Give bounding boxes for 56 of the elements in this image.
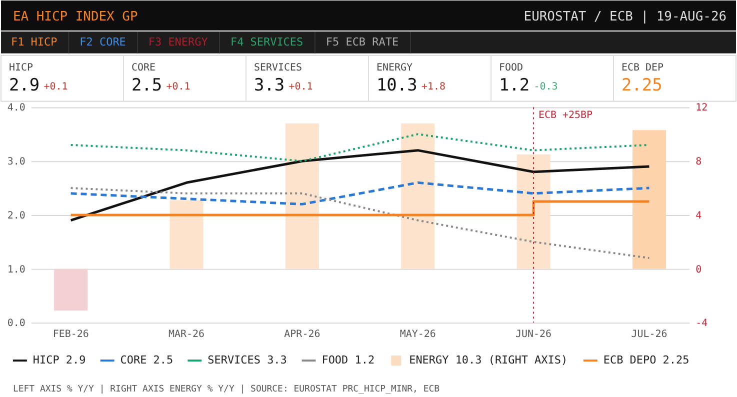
y2-tick-label: 8 — [696, 156, 702, 168]
chart-title: EA HICP INDEX GP — [12, 9, 138, 24]
line-series — [70, 187, 650, 260]
legend-label: ECB DEPO 2.25 — [603, 354, 690, 367]
text: F3 ENERGY — [148, 35, 208, 48]
y-tick-label: 2.0 — [7, 210, 26, 222]
text: F2 CORE — [80, 35, 126, 48]
text: FOOD — [498, 62, 523, 74]
y-tick-label: 1.0 — [7, 264, 26, 276]
text: CORE — [131, 62, 156, 74]
y2-tick-label: 12 — [696, 102, 708, 114]
text: 3.3 — [254, 74, 285, 94]
text: F5 ECB RATE — [326, 35, 399, 48]
y2-tick-label: 4 — [696, 210, 702, 222]
text: F1 HICP — [10, 35, 58, 48]
text: 10.3 — [376, 74, 418, 94]
x-tick-label: JUL-26 — [631, 329, 668, 340]
legend-label: ENERGY 10.3 (RIGHT AXIS) — [409, 354, 568, 367]
bar — [54, 268, 88, 311]
y-tick-label: 3.0 — [7, 156, 26, 168]
y2-tick-label: 0 — [696, 264, 702, 276]
x-tick-label: APR-26 — [284, 329, 320, 340]
bar — [285, 123, 319, 269]
x-tick-label: JUN-26 — [516, 329, 552, 340]
text: +0.1 — [166, 81, 190, 92]
text: LEFT AXIS % Y/Y | RIGHT AXIS ENERGY % Y/Y | SOURCE: EUROSTAT PRC_HICP_MINR, ECB — [12, 384, 440, 394]
y-tick-label: 4.0 — [7, 102, 26, 114]
legend-label: HICP 2.9 — [32, 354, 86, 367]
line-series — [70, 181, 650, 206]
text: +1.8 — [422, 81, 446, 92]
text: ENERGY — [376, 62, 412, 74]
legend-label: FOOD 1.2 — [322, 354, 375, 367]
ref-line-label: ECB +25BP — [538, 110, 593, 122]
text: HICP — [8, 62, 33, 74]
x-tick-label: MAY-26 — [400, 329, 436, 340]
legend-label: SERVICES 3.3 — [208, 354, 287, 367]
text: -0.3 — [534, 81, 558, 92]
x-tick-label: MAR-26 — [168, 329, 205, 340]
bar — [170, 200, 204, 269]
text: 2.5 — [131, 74, 162, 94]
text: EUROSTAT / ECB | 19-AUG-26 — [524, 9, 727, 24]
line-series — [70, 149, 650, 222]
x-tick-label: FEB-26 — [52, 329, 89, 340]
bar — [401, 123, 435, 269]
text: 2.25 — [621, 74, 662, 94]
text: 1.2 — [498, 74, 530, 94]
bar — [632, 130, 666, 269]
text: SERVICES — [254, 62, 302, 74]
text: F4 SERVICES — [230, 35, 304, 48]
y2-tick-label: -4 — [696, 318, 708, 330]
text: ECB DEP — [621, 62, 664, 74]
text: +0.1 — [44, 81, 68, 92]
text: 2.9 — [8, 74, 40, 94]
text: +0.1 — [288, 81, 313, 92]
y-tick-label: 0.0 — [7, 318, 26, 330]
legend-label: CORE 2.5 — [120, 354, 174, 367]
